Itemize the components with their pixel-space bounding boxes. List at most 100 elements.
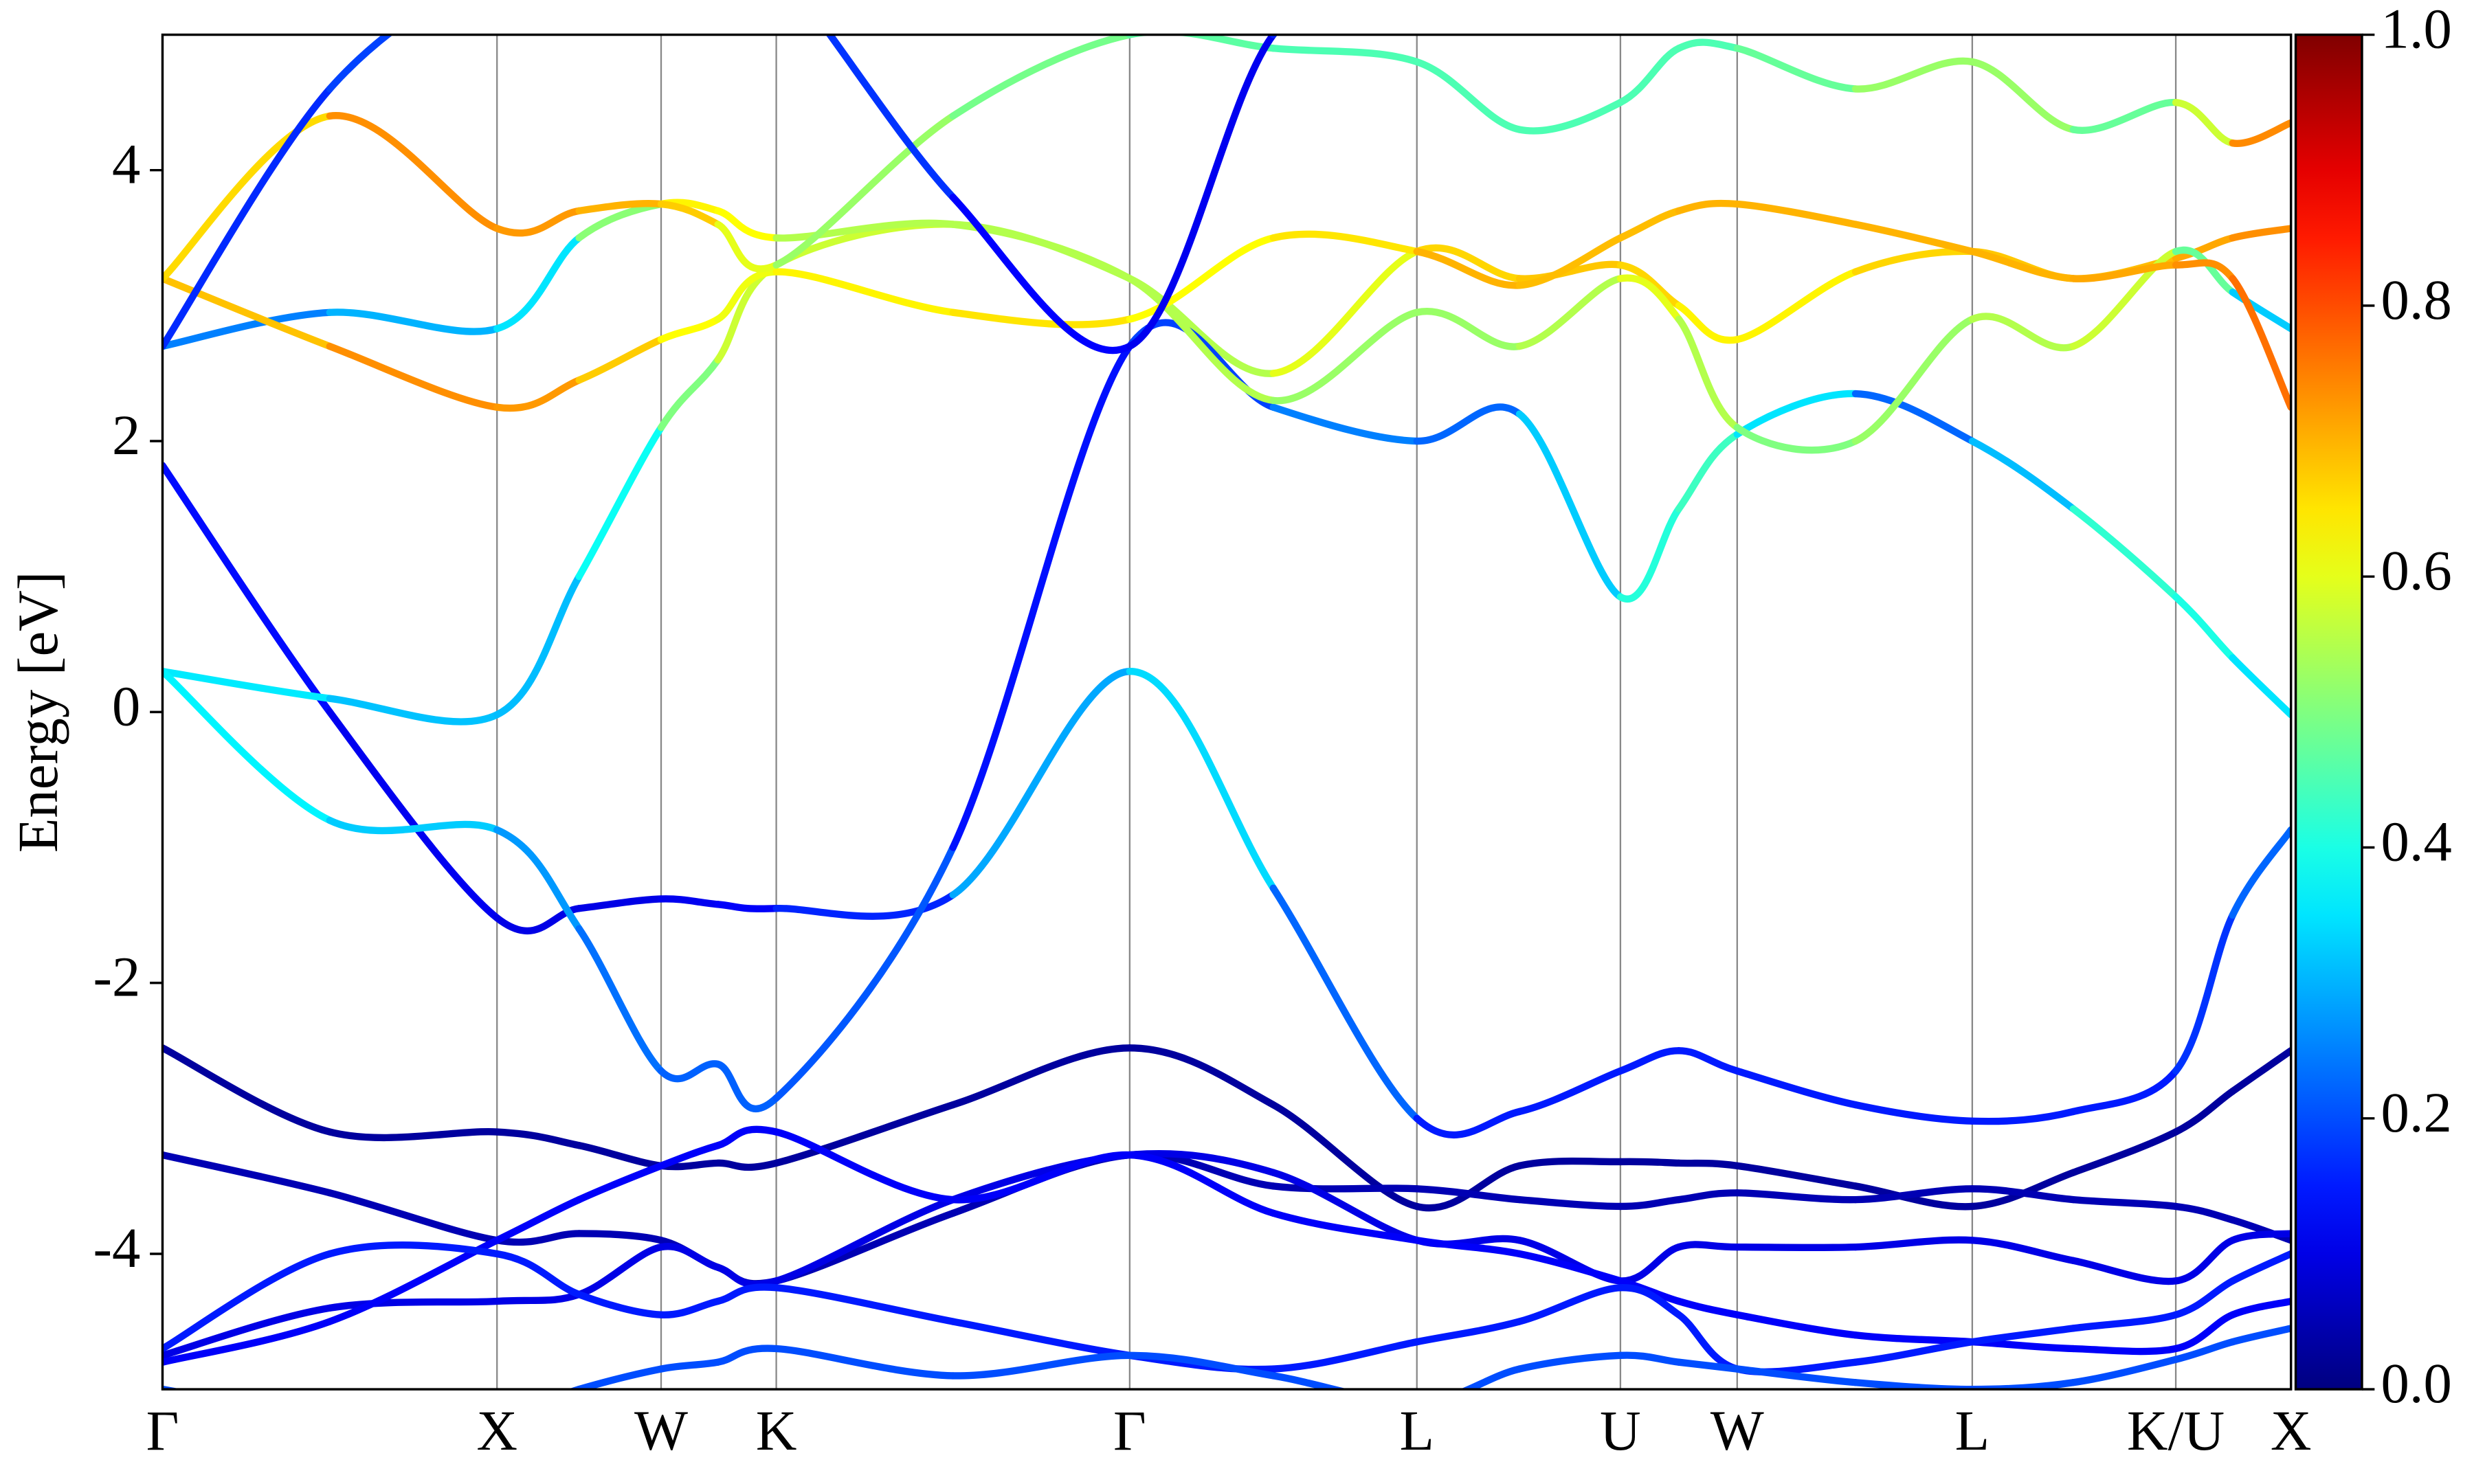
band-segment [1413, 1237, 1524, 1258]
band-segment [1968, 1237, 2077, 1264]
band-segment [1269, 1209, 1420, 1244]
band-segment [1515, 1250, 1625, 1285]
band-segment [2069, 1195, 2180, 1211]
band-segment [772, 268, 957, 316]
band-segment [1126, 668, 1277, 892]
band-segment [1269, 884, 1420, 1122]
band-segment [2229, 288, 2291, 333]
band-segment [714, 1125, 780, 1149]
band-segment [162, 1385, 183, 1390]
band-segment [2069, 1356, 2180, 1386]
band-segment [1733, 1162, 1860, 1190]
band-segment [326, 342, 501, 411]
band-segment [162, 668, 334, 824]
band-segment [326, 308, 501, 335]
x-tick-label: K [756, 1399, 797, 1462]
band-segment [949, 193, 1134, 355]
x-tick-label: W [1710, 1399, 1764, 1462]
band-segment [1675, 199, 1741, 215]
band-segment [2229, 654, 2291, 719]
x-tick-label: W [634, 1399, 688, 1462]
band-segment [575, 200, 665, 215]
band-segment [657, 1060, 722, 1083]
band-segment [2172, 234, 2236, 262]
band-segment [1733, 1311, 1860, 1339]
band-segment [1851, 1182, 1976, 1211]
band-segment [1968, 313, 2077, 352]
band-segment [2172, 1277, 2236, 1318]
band-segment [1675, 38, 1741, 52]
band-segment [493, 826, 583, 932]
band-segment [1616, 274, 1683, 323]
band-segment [1413, 403, 1524, 445]
band-segment [1269, 1338, 1420, 1373]
band-segment [162, 85, 334, 350]
band-segment [162, 275, 334, 350]
band-segment [493, 573, 583, 719]
band-segment [1126, 1151, 1277, 1217]
band-segment [1851, 57, 1976, 93]
band-segment [162, 1151, 334, 1197]
band-segment [1126, 1044, 1277, 1109]
band-segment [493, 1195, 583, 1244]
band-segment [326, 695, 501, 726]
band-segment [1269, 1182, 1420, 1193]
band-segment [1968, 247, 2077, 282]
colorbar-tick-label: 1.0 [2381, 0, 2452, 60]
colorbar-tick-label: 0.8 [2381, 268, 2452, 331]
band-segment [949, 34, 1134, 120]
band-segment [326, 34, 394, 93]
band-segment [1269, 34, 1278, 38]
band-segment [575, 335, 665, 384]
band-segment [330, 1417, 497, 1420]
band-segment [162, 462, 334, 716]
colorbar [2294, 33, 2363, 1391]
x-tick-label: K/U [2127, 1399, 2225, 1462]
band-segment [2229, 119, 2291, 147]
band-segment [162, 1318, 334, 1366]
band-segment [2229, 1325, 2291, 1346]
band-segment [1968, 1325, 2077, 1346]
band-segment [1968, 437, 2077, 513]
x-tick-label: X [476, 1399, 517, 1462]
band-segment [1616, 1047, 1683, 1075]
band-segment [1515, 1351, 1625, 1373]
band-segment [657, 356, 722, 431]
band-segment [825, 34, 957, 201]
band-segment [714, 1060, 780, 1113]
band-segment [2069, 98, 2180, 134]
band-segment [1851, 247, 1976, 276]
band-segment [326, 112, 501, 232]
band-segment [1515, 260, 1625, 282]
band-segment [949, 342, 1134, 851]
band-segment [493, 1230, 583, 1246]
band-segment [1269, 1372, 1349, 1390]
band-segment [1616, 505, 1683, 603]
band-segment [772, 1101, 957, 1167]
band-segment [1616, 207, 1683, 242]
band-segment [1851, 315, 1976, 445]
band-segment [2069, 1257, 2180, 1285]
band-segment [1515, 98, 1625, 135]
band-segment [1515, 1157, 1625, 1169]
band-segment [1269, 1101, 1420, 1211]
band-segment [1413, 1108, 1524, 1139]
band-segment [575, 1243, 665, 1298]
band-segment [1413, 58, 1524, 133]
band-segment [1733, 200, 1860, 228]
band-segment [1269, 403, 1420, 445]
band-segment [1269, 45, 1420, 66]
band-segment [162, 1044, 334, 1136]
band-segment [1968, 58, 2077, 133]
band-segment [575, 1290, 665, 1318]
x-tick-label: Γ [146, 1399, 179, 1462]
band-segment [657, 1297, 722, 1318]
band-segment [1460, 1365, 1524, 1390]
band-segment [1413, 1318, 1524, 1346]
band-segment [1675, 1297, 1741, 1318]
band-segment [949, 1318, 1134, 1360]
band-segment [1733, 1189, 1860, 1204]
band-segment [575, 925, 665, 1075]
band-segment [1413, 1185, 1524, 1204]
band-segment [949, 1151, 1134, 1204]
